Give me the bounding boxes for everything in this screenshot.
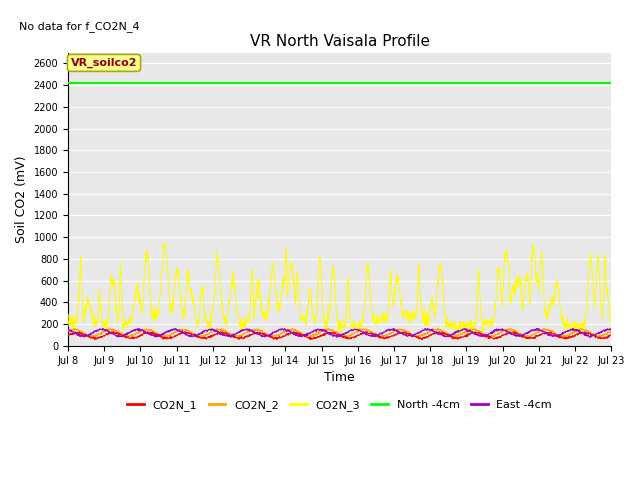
- Y-axis label: Soil CO2 (mV): Soil CO2 (mV): [15, 156, 28, 243]
- X-axis label: Time: Time: [324, 371, 355, 384]
- Text: No data for f_CO2N_4: No data for f_CO2N_4: [19, 21, 140, 32]
- Legend: CO2N_1, CO2N_2, CO2N_3, North -4cm, East -4cm: CO2N_1, CO2N_2, CO2N_3, North -4cm, East…: [123, 396, 556, 415]
- Text: VR_soilco2: VR_soilco2: [71, 58, 137, 68]
- Title: VR North Vaisala Profile: VR North Vaisala Profile: [250, 34, 429, 48]
